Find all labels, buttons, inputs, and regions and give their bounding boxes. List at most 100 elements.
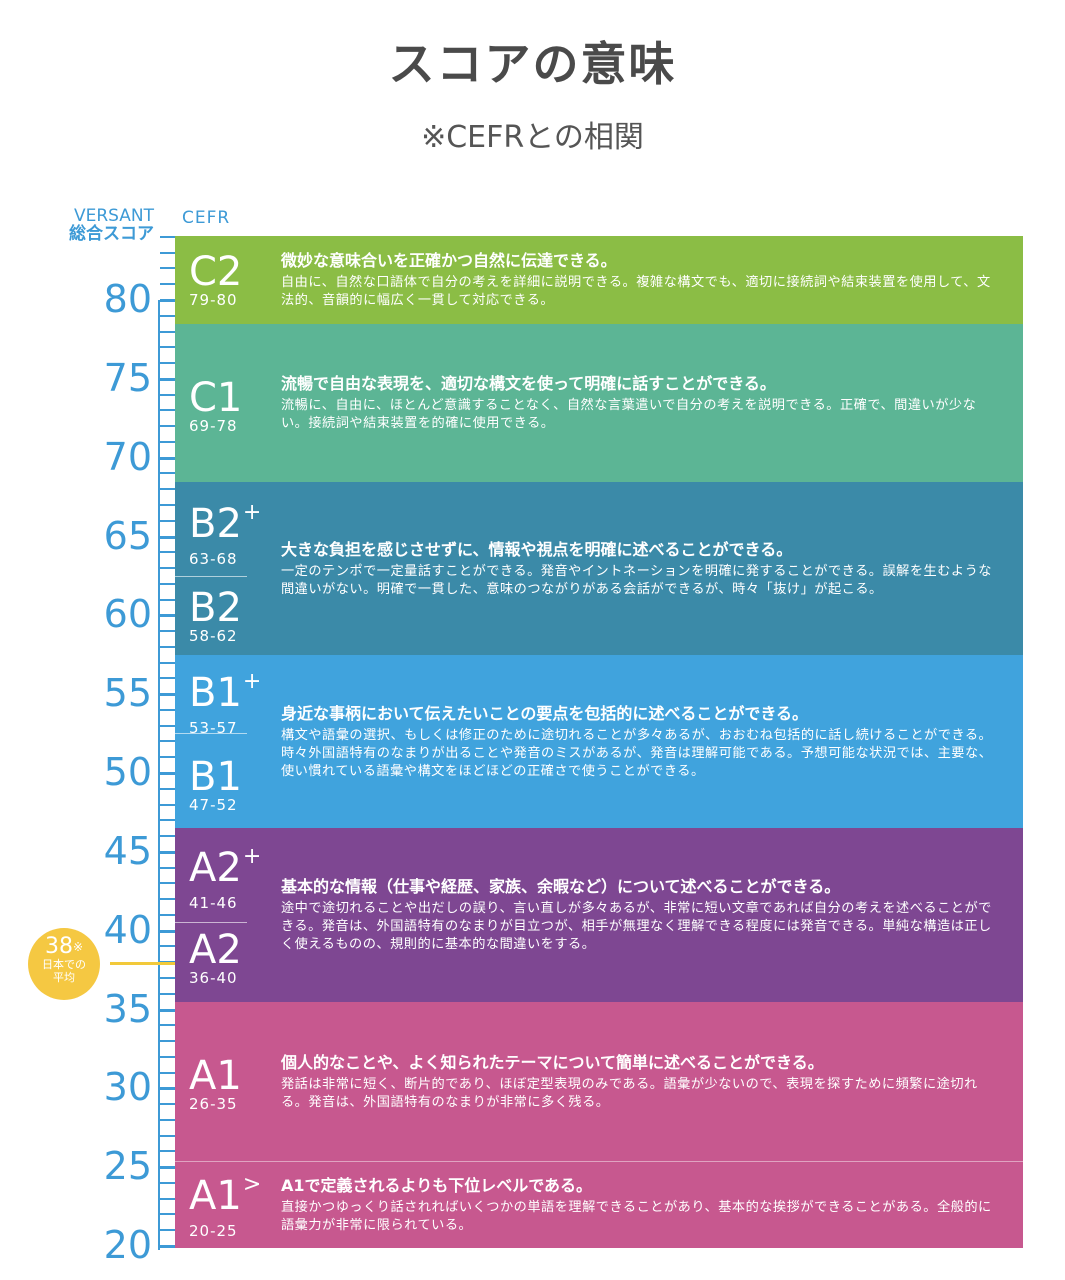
major-tick: [160, 299, 180, 302]
minor-tick: [160, 945, 175, 948]
minor-tick: [160, 440, 175, 443]
minor-tick: [160, 913, 175, 916]
versant-score-header: VERSANT 総合スコア: [30, 207, 154, 243]
minor-tick: [160, 1071, 175, 1074]
cefr-level-code: A2+: [189, 844, 262, 897]
cefr-header: CEFR: [182, 208, 231, 228]
minor-tick: [160, 472, 175, 475]
minor-tick: [160, 1055, 175, 1058]
cefr-band: B1+ 53-57 B1 47-52 身近な事柄において伝えたいことの要点を包括的に述べ…: [175, 655, 1023, 828]
minor-tick: [160, 819, 175, 822]
average-note-mark: ※: [72, 940, 84, 954]
level-description: 微妙な意味合いを正確かつ自然に伝達できる。自由に、自然な口語体で自分の考えを詳細…: [281, 250, 1001, 310]
major-tick: [160, 1166, 180, 1170]
cefr-level-modifier: +: [242, 500, 262, 525]
cefr-level-modifier: +: [242, 844, 262, 869]
minor-tick: [160, 898, 175, 901]
axis-tick-label: 30: [103, 1065, 152, 1110]
level-text: 直接かつゆっくり話されればいくつかの単語を理解できることがあり、基本的な挨拶がで…: [281, 1200, 992, 1233]
cefr-band: C2 79-80 微妙な意味合いを正確かつ自然に伝達できる。自由に、自然な口語体で自…: [175, 236, 1023, 324]
axis-tick-label: 40: [103, 907, 152, 952]
major-tick: [160, 1245, 180, 1248]
minor-tick: [160, 393, 175, 396]
cefr-level-code: B2: [189, 586, 242, 630]
major-tick: [160, 929, 180, 933]
minor-tick: [160, 425, 175, 428]
minor-tick: [160, 1134, 175, 1137]
minor-tick: [160, 314, 175, 317]
minor-tick: [160, 866, 175, 869]
level-text: 自由に、自然な口語体で自分の考えを詳細に説明できる。複雑な構文でも、適切に接続詞…: [281, 275, 991, 308]
cefr-level-code-text: B2: [189, 585, 242, 631]
level-heading: 個人的なことや、よく知られたテーマについて簡単に述べることができる。: [281, 1053, 824, 1072]
axis-tick-label: 50: [103, 750, 152, 794]
cefr-level: B1 47-52: [189, 755, 242, 813]
minor-tick: [160, 992, 175, 995]
minor-tick: [160, 346, 175, 349]
major-tick: [160, 377, 180, 381]
minor-tick: [160, 235, 175, 238]
cefr-score-range: 47-52: [189, 796, 238, 814]
cefr-score-range: 58-62: [189, 627, 238, 645]
level-text: 一定のテンポで一定量話すことができる。発音やイントネーションを明確に発することが…: [281, 564, 992, 597]
minor-tick: [160, 582, 175, 585]
cefr-score-range: 41-46: [189, 894, 238, 912]
axis-tick-label: 60: [103, 592, 152, 637]
level-description: 基本的な情報（仕事や経歴、家族、余暇など）について述べることができる。 途中で途切…: [281, 876, 1001, 954]
minor-tick: [160, 409, 175, 412]
minor-tick: [160, 488, 175, 491]
level-description: A1で定義されるよりも下位レベルである。直接かつゆっくり話されればいくつかの単語…: [281, 1175, 1001, 1235]
minor-tick: [160, 740, 175, 743]
major-tick: [160, 850, 180, 854]
minor-tick: [160, 835, 175, 838]
level-heading: 微妙な意味合いを正確かつ自然に伝達できる。: [281, 251, 617, 270]
minor-tick: [160, 1150, 175, 1153]
minor-tick: [160, 519, 175, 522]
minor-tick: [160, 1040, 175, 1043]
minor-tick: [160, 567, 175, 570]
axis-tick-label: 35: [103, 986, 152, 1031]
minor-tick: [160, 1024, 175, 1027]
cefr-level-code-text: A2: [189, 927, 242, 973]
cefr-level: A2 36-40: [189, 928, 242, 986]
band-separator: [175, 1161, 1023, 1162]
cefr-score-range: 79-80: [189, 291, 238, 309]
cefr-level-modifier: >: [242, 1172, 262, 1197]
minor-tick: [160, 1181, 175, 1184]
level-heading: A1で定義されるよりも下位レベルである。: [281, 1176, 593, 1195]
major-tick: [160, 693, 180, 697]
major-tick: [160, 535, 180, 539]
average-caption-line1: 日本での: [42, 958, 86, 971]
minor-tick: [160, 1197, 175, 1200]
cefr-score-range: 53-57: [189, 719, 238, 737]
minor-tick: [160, 1213, 175, 1216]
cefr-score-range: 26-35: [189, 1095, 238, 1113]
axis-tick-label: 45: [103, 828, 152, 873]
level-heading: 大きな負担を感じさせずに、情報や視点を明確に述べることができる。: [281, 540, 793, 559]
cefr-level: A1> 20-25: [189, 1172, 262, 1239]
score-axis-line: [158, 300, 160, 1250]
level-heading: 基本的な情報（仕事や経歴、家族、余暇など）について述べることができる。: [281, 877, 841, 896]
versant-score-label: 総合スコア: [69, 224, 154, 244]
level-text: 発話は非常に短く、断片的であり、ほぼ定型表現のみである。語彙が少ないので、表現を…: [281, 1077, 978, 1110]
cefr-level: C1 69-78: [189, 376, 242, 434]
cefr-level-code-text: B1: [189, 670, 242, 716]
axis-tick-label: 75: [103, 355, 152, 400]
cefr-level: A2+ 41-46: [189, 844, 262, 912]
minor-tick: [160, 724, 175, 727]
cefr-level-code: C1: [189, 376, 242, 420]
cefr-level-code-text: C1: [189, 375, 243, 421]
minor-tick: [160, 503, 175, 506]
cefr-level-code: B1: [189, 755, 242, 799]
level-description: 流暢で自由な表現を、適切な構文を使って明確に話すことができる。 流暢に、自由に、ほ…: [281, 373, 1001, 433]
axis-tick-label: 55: [103, 671, 152, 716]
minor-tick: [160, 630, 175, 633]
minor-tick: [160, 677, 175, 680]
cefr-level-code: C2: [189, 250, 242, 294]
level-description: 個人的なことや、よく知られたテーマについて簡単に述べることができる。発話は非常に…: [281, 1052, 1001, 1112]
minor-tick: [160, 756, 175, 759]
axis-tick-label: 80: [103, 277, 152, 321]
minor-tick: [160, 362, 175, 365]
cefr-level: B2 58-62: [189, 586, 242, 644]
level-description: 大きな負担を感じさせずに、情報や視点を明確に述べることができる。一定のテンポで一…: [281, 539, 1001, 599]
